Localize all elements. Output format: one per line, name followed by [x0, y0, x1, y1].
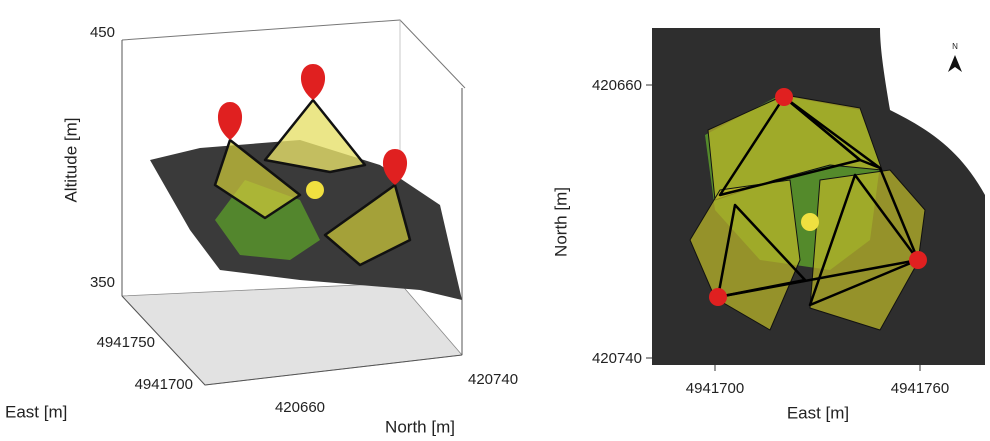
- figure: 450 350 Altitude [m] 4941750 4941700 Eas…: [0, 0, 990, 441]
- pyramid: [265, 100, 365, 172]
- tick-label: 4941700: [686, 380, 744, 397]
- tick-label: 420740: [592, 350, 642, 367]
- marker: [909, 251, 927, 269]
- axis-label: East [m]: [787, 403, 849, 422]
- tick-label: 420660: [592, 77, 642, 94]
- marker: [218, 102, 242, 140]
- compass-label: N: [952, 42, 958, 51]
- floor: [122, 283, 462, 385]
- axis-label: East [m]: [5, 402, 67, 421]
- tick-label: 4941760: [891, 380, 949, 397]
- tick-label: 450: [90, 24, 115, 41]
- box-edge: [122, 20, 465, 88]
- marker: [301, 64, 325, 100]
- center-point: [306, 181, 324, 199]
- tick-label: 420660: [275, 399, 325, 416]
- tick-label: 350: [90, 274, 115, 291]
- axis-label: North [m]: [551, 187, 570, 257]
- right-panel: N 420660 420740 North [m] 4941700 494176…: [551, 28, 985, 422]
- center-point: [801, 213, 819, 231]
- axis-label: Altitude [m]: [61, 117, 80, 202]
- left-panel: 450 350 Altitude [m] 4941750 4941700 Eas…: [5, 20, 518, 436]
- marker: [775, 88, 793, 106]
- marker: [709, 288, 727, 306]
- axis-label: North [m]: [385, 417, 455, 436]
- tick-label: 4941750: [97, 334, 155, 351]
- tick-label: 420740: [468, 371, 518, 388]
- tick-label: 4941700: [135, 376, 193, 393]
